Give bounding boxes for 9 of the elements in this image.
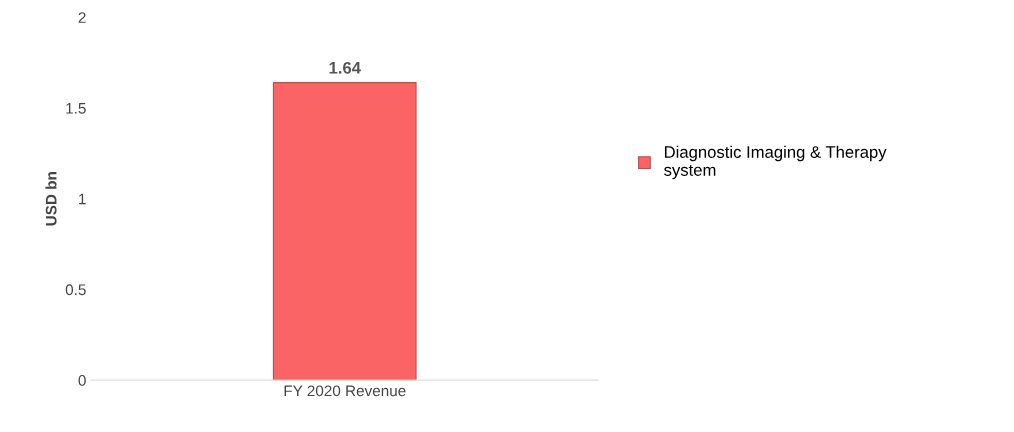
y-tick-label: 0 — [78, 375, 86, 386]
x-tick-label: FY 2020 Revenue — [284, 385, 406, 397]
y-tick-label: 2 — [78, 12, 86, 23]
data-label: 1.64 — [329, 61, 361, 74]
y-axis-title: USD bn — [45, 172, 57, 226]
y-tick-label: 1 — [79, 193, 86, 205]
y-tick-label: 1.5 — [66, 103, 86, 114]
y-tick-label: 0.5 — [65, 284, 86, 296]
legend-label: Diagnostic Imaging & Therapy system — [664, 145, 887, 180]
